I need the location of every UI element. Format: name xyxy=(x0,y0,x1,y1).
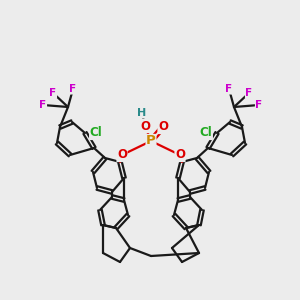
Text: F: F xyxy=(50,88,57,98)
Text: F: F xyxy=(225,84,233,94)
Text: O: O xyxy=(117,148,127,161)
Text: F: F xyxy=(39,100,46,110)
Text: P: P xyxy=(146,134,156,148)
Text: F: F xyxy=(69,84,76,94)
Text: Cl: Cl xyxy=(200,127,212,140)
Text: O: O xyxy=(158,121,168,134)
Text: Cl: Cl xyxy=(90,127,102,140)
Text: H: H xyxy=(137,108,147,118)
Text: F: F xyxy=(245,88,253,98)
Text: O: O xyxy=(175,148,185,161)
Text: F: F xyxy=(255,100,262,110)
Text: O: O xyxy=(140,119,150,133)
